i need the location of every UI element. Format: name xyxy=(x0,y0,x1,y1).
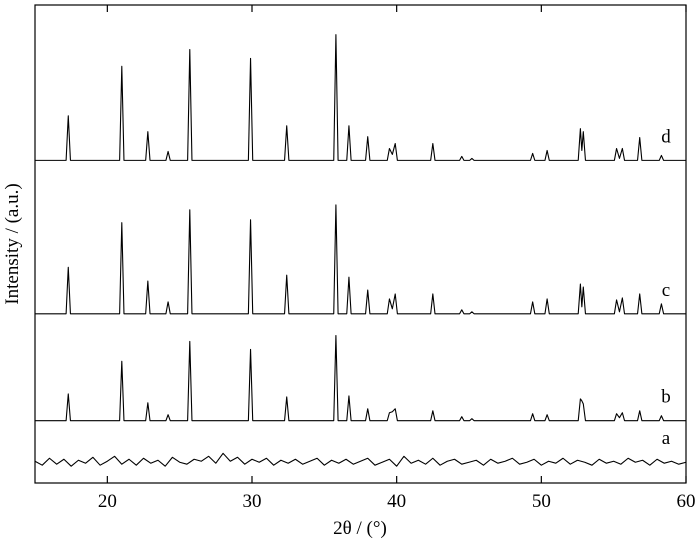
series-label: b xyxy=(661,387,671,408)
series-label: a xyxy=(662,428,671,449)
xrd-line xyxy=(34,452,687,467)
y-axis-label: Intensity / (a.u.) xyxy=(2,183,23,304)
plot-frame xyxy=(34,4,687,484)
xrd-line xyxy=(35,334,686,422)
x-tick-label: 20 xyxy=(98,491,117,512)
series-label: d xyxy=(661,126,671,147)
x-tick-label: 30 xyxy=(243,491,262,512)
xrd-line xyxy=(35,204,686,315)
x-axis-label: 2θ / (°) xyxy=(333,518,387,539)
xrd-line xyxy=(35,34,686,161)
x-tick-label: 40 xyxy=(387,491,406,512)
x-tick-label: 50 xyxy=(532,491,551,512)
x-tick-label: 60 xyxy=(677,491,696,512)
series-label: c xyxy=(662,280,670,301)
